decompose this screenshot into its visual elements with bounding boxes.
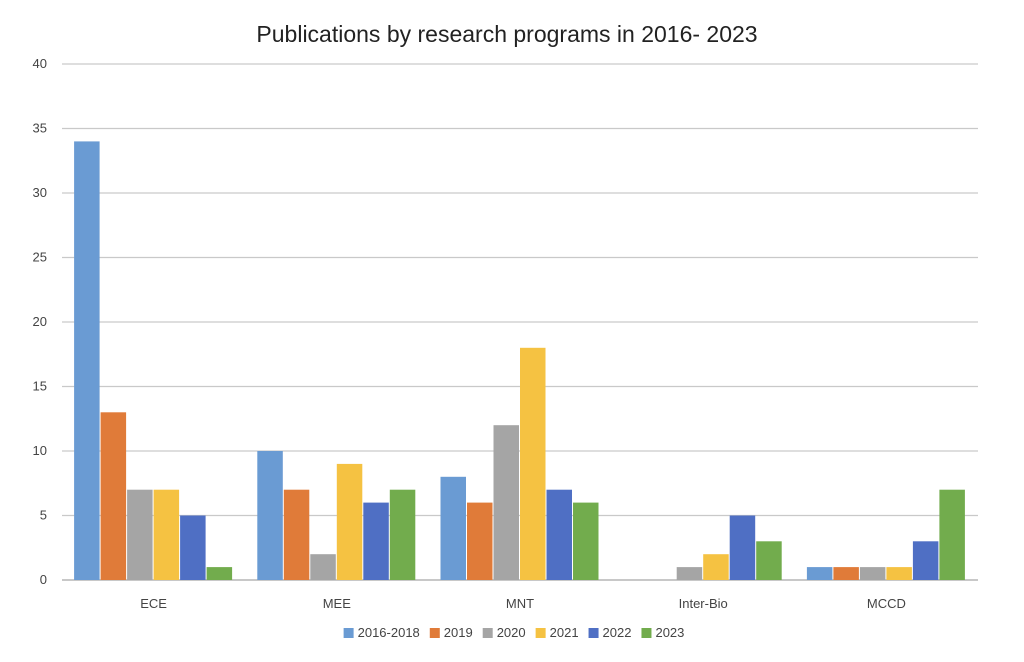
bar-groups [74,141,965,580]
legend-swatch [588,628,599,638]
x-axis-tick-labels: ECE MEE MNT Inter-Bio MCCD [140,596,906,611]
legend-item-2019: 2019 [429,625,473,640]
bar-group-mnt [440,347,599,580]
legend-swatch [343,628,354,638]
bar-mnt-2023 [573,502,599,580]
y-tick-label: 0 [40,572,47,587]
y-tick-label: 35 [33,121,47,136]
bar-inter-bio-2023 [756,541,782,580]
x-tick-label: MCCD [867,596,906,611]
bar-mnt-2019 [467,502,493,580]
legend-label: 2016-2018 [358,625,420,640]
legend-label: 2019 [444,625,473,640]
bar-mccd-2020 [859,567,886,580]
legend-item-2021: 2021 [535,625,579,640]
bar-ece-2022 [180,515,206,580]
y-tick-label: 25 [33,250,47,265]
bar-ece-2020 [127,489,153,580]
bar-mee-2016-2018 [257,451,283,580]
bar-group-ece [74,141,233,580]
bar-inter-bio-2022 [729,515,756,580]
legend-item-2016-2018: 2016-2018 [343,625,420,640]
bar-mccd-2022 [912,541,939,580]
bar-group-inter-bio [676,515,782,580]
y-tick-label: 30 [33,185,47,200]
bar-mnt-2016-2018 [440,476,466,580]
bar-mccd-2016-2018 [806,567,833,580]
bar-mccd-2019 [833,567,859,580]
bar-mee-2023 [389,489,416,580]
y-axis-tick-labels: 0 5 10 15 20 25 30 35 40 [33,56,47,587]
legend-label: 2023 [655,625,684,640]
bar-ece-2021 [153,489,180,580]
legend: 2016-2018 2019 2020 2021 2022 2023 [343,625,684,640]
x-tick-label: MNT [506,596,534,611]
y-tick-label: 5 [40,508,47,523]
bar-ece-2023 [206,567,233,580]
bar-mccd-2023 [939,489,965,580]
legend-swatch [429,628,440,638]
y-tick-label: 40 [33,56,47,71]
bar-mee-2020 [310,554,336,580]
legend-item-2022: 2022 [588,625,632,640]
x-tick-label: ECE [140,596,167,611]
legend-swatch [641,628,652,638]
bar-mee-2022 [363,502,389,580]
legend-swatch [482,628,493,638]
bar-group-mccd [806,489,965,580]
legend-label: 2021 [550,625,579,640]
y-tick-label: 10 [33,443,47,458]
chart-title: Publications by research programs in 201… [256,21,757,47]
legend-label: 2020 [497,625,526,640]
legend-label: 2022 [603,625,632,640]
bar-mnt-2020 [493,425,519,580]
y-tick-label: 20 [33,314,47,329]
bar-inter-bio-2020 [676,567,703,580]
bar-ece-2016-2018 [74,141,100,580]
x-tick-label: MEE [323,596,352,611]
bar-inter-bio-2021 [703,554,729,580]
legend-swatch [535,628,546,638]
legend-item-2020: 2020 [482,625,526,640]
x-tick-label: Inter-Bio [679,596,728,611]
grid-lines [62,63,978,581]
bar-mnt-2021 [520,347,546,580]
bar-mee-2021 [336,463,363,580]
bar-mee-2019 [283,489,310,580]
y-tick-label: 15 [33,379,47,394]
legend-item-2023: 2023 [641,625,684,640]
bar-ece-2019 [100,412,127,580]
bar-group-mee [257,451,416,580]
bar-mccd-2021 [886,567,912,580]
bar-mnt-2022 [546,489,572,580]
